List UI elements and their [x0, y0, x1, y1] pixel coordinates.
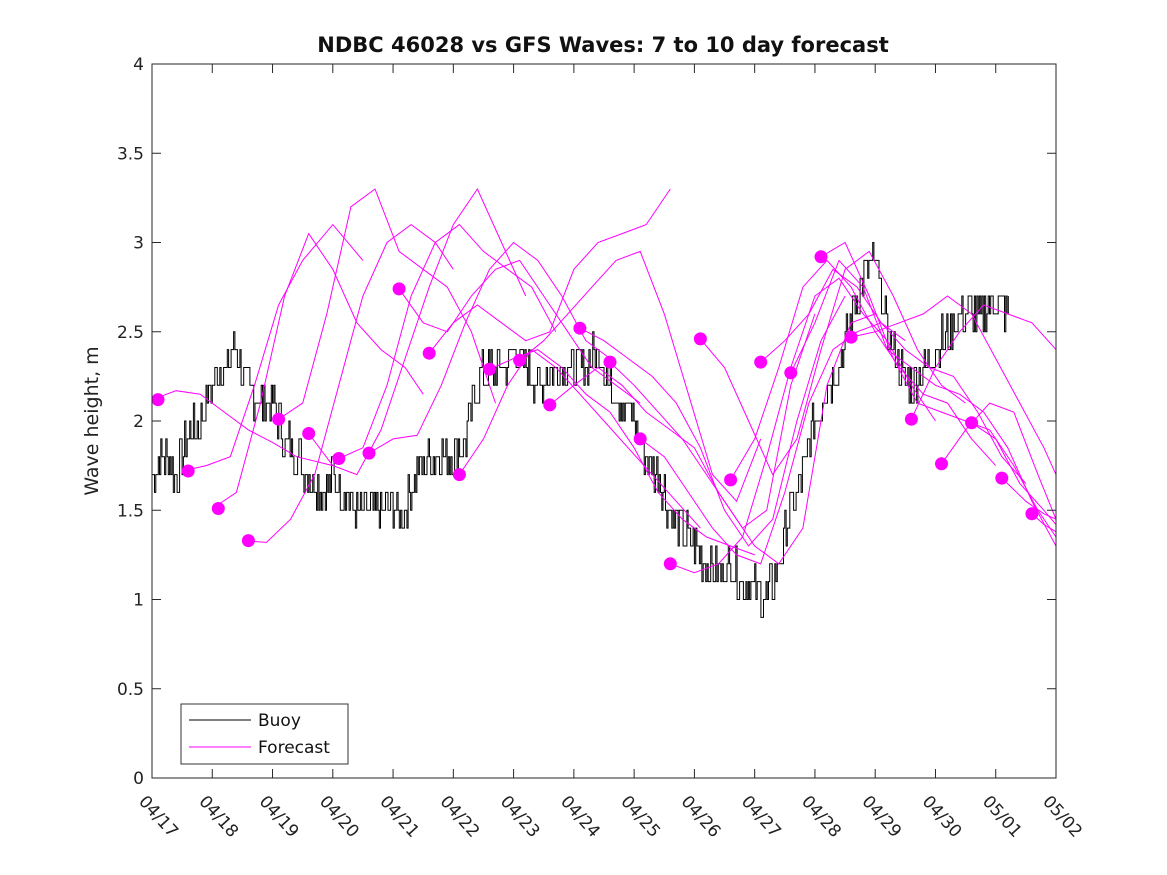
- forecast-series-line-4: [278, 188, 496, 420]
- forecast-series-line-25: [941, 402, 1056, 520]
- forecast-marker: [693, 332, 707, 346]
- forecast-series-line-6: [338, 223, 557, 459]
- forecast-marker: [302, 427, 316, 440]
- forecast-series-line-19: [730, 259, 997, 481]
- forecast-marker: [814, 250, 828, 264]
- y-tick-label: 2: [133, 412, 144, 432]
- legend: Buoy Forecast: [180, 703, 349, 765]
- forecast-marker: [904, 412, 918, 426]
- legend-forecast-label: Forecast: [258, 738, 330, 758]
- forecast-marker: [754, 355, 768, 369]
- forecast-marker: [332, 452, 346, 465]
- forecast-marker: [784, 366, 798, 380]
- forecast-marker: [633, 432, 647, 446]
- forecast-series-line-20: [760, 268, 1027, 484]
- forecast-series-line-27: [1001, 477, 1056, 520]
- forecast-series-line-0: [152, 390, 333, 467]
- forecast-series-line-9: [428, 188, 671, 354]
- forecast-marker: [995, 471, 1009, 485]
- forecast-series-line-3: [242, 223, 454, 543]
- forecast-marker: [573, 321, 587, 335]
- forecast-marker: [152, 393, 165, 407]
- y-tick-label: 0: [133, 769, 144, 789]
- buoy-series-line: [152, 242, 1009, 618]
- forecast-series-line-8: [398, 259, 641, 404]
- y-axis-label: Wave height, m: [81, 346, 103, 495]
- forecast-series-line-17: [670, 277, 936, 574]
- forecast-series-line-16: [639, 322, 906, 565]
- y-tick-label: 3.5: [117, 144, 144, 164]
- forecast-marker: [513, 353, 527, 367]
- forecast-marker: [663, 557, 677, 571]
- forecast-series-line-24: [910, 304, 1056, 420]
- forecast-series-line-10: [458, 348, 701, 529]
- forecast-series-line-26: [971, 422, 1056, 525]
- forecast-marker: [452, 468, 466, 482]
- plot-area: [152, 187, 1056, 618]
- forecast-marker: [1025, 507, 1039, 521]
- forecast-marker: [362, 446, 376, 460]
- forecast-marker: [211, 502, 225, 515]
- forecast-marker: [181, 464, 195, 478]
- forecast-marker: [422, 346, 436, 360]
- forecast-series-line-12: [519, 250, 762, 503]
- forecast-series-line-5: [308, 187, 527, 476]
- legend-buoy-label: Buoy: [258, 711, 301, 731]
- forecast-marker: [965, 416, 979, 430]
- chart-title: NDBC 46028 vs GFS Waves: 7 to 10 day for…: [317, 33, 888, 57]
- forecast-series-line-23: [850, 295, 1056, 475]
- y-tick-label: 1.5: [117, 501, 144, 521]
- forecast-marker: [392, 282, 406, 296]
- forecast-series-line-22: [820, 241, 1056, 538]
- y-tick-label: 3: [133, 234, 144, 254]
- forecast-series-line-2: [212, 232, 424, 509]
- forecast-marker: [543, 398, 557, 412]
- y-tick-label: 0.5: [117, 680, 144, 700]
- forecast-marker: [935, 457, 948, 471]
- y-tick-label: 4: [133, 55, 144, 75]
- forecast-marker: [724, 473, 738, 487]
- forecast-series-line-14: [579, 295, 846, 547]
- forecast-marker: [603, 355, 617, 369]
- forecast-marker: [272, 412, 286, 426]
- y-tick-label: 2.5: [117, 323, 144, 343]
- y-tick-label: 1: [133, 591, 144, 611]
- forecast-series-line-1: [181, 223, 364, 472]
- forecast-series-line-18: [700, 250, 966, 476]
- forecast-series-line-21: [790, 259, 1056, 547]
- legend-box: [180, 703, 349, 765]
- forecast-marker: [241, 534, 255, 548]
- forecast-marker: [483, 362, 496, 376]
- forecast-series-line-15: [609, 313, 876, 565]
- forecast-series-line-11: [489, 349, 755, 556]
- plot-series-group: [152, 187, 1056, 618]
- forecast-marker: [844, 330, 858, 344]
